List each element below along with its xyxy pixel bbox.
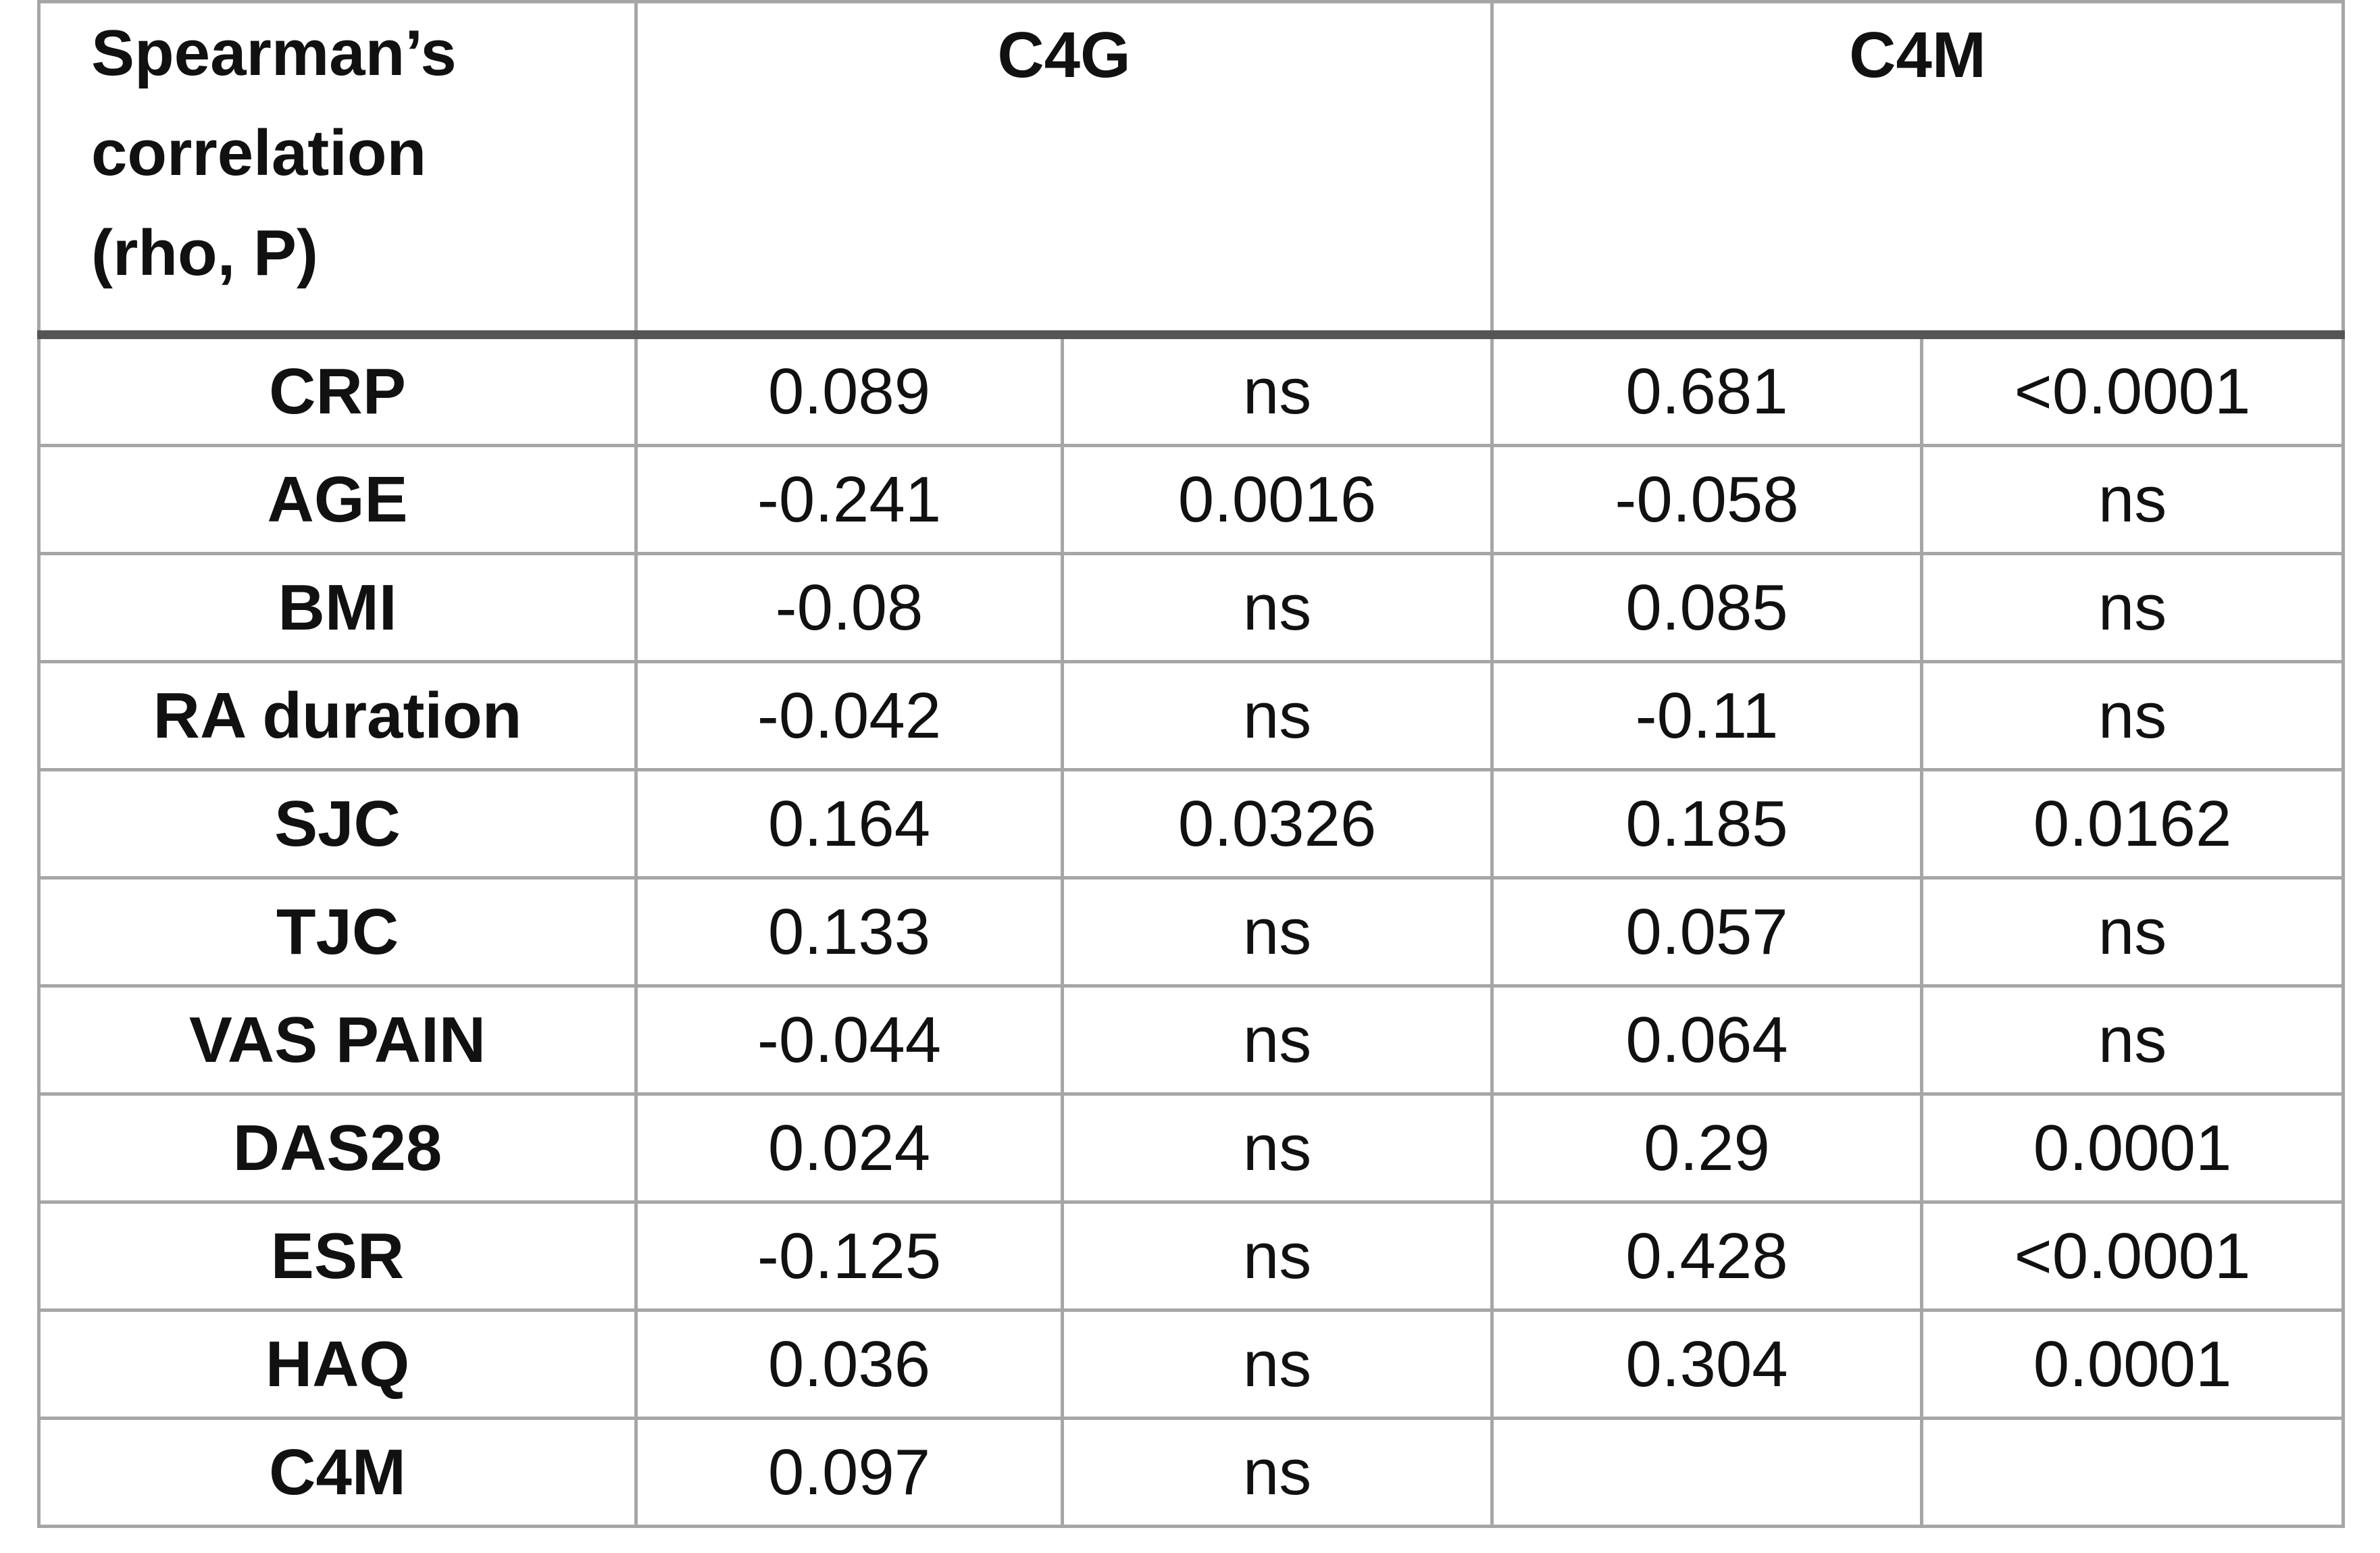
table-row: BMI -0.08 ns 0.085 ns (37, 552, 2346, 663)
table-row: AGE -0.241 0.0016 -0.058 ns (37, 444, 2346, 555)
table-header: Spearman’s correlation (rho, P) C4G C4M (37, 0, 2346, 336)
row-label: RA duration (37, 660, 638, 771)
row-label: HAQ (37, 1308, 638, 1420)
cell-value: -0.044 (634, 984, 1064, 1096)
table-row: TJC 0.133 ns 0.057 ns (37, 876, 2346, 988)
cell-value: 0.0016 (1060, 444, 1494, 555)
table-row: RA duration -0.042 ns -0.11 ns (37, 660, 2346, 771)
table-row: HAQ 0.036 ns 0.304 0.0001 (37, 1308, 2346, 1420)
cell-value: -0.241 (634, 444, 1064, 555)
cell-value: 0.304 (1490, 1308, 1924, 1420)
table-row: ESR -0.125 ns 0.428 <0.0001 (37, 1200, 2346, 1312)
row-label: ESR (37, 1200, 638, 1312)
cell-value: 0.428 (1490, 1200, 1924, 1312)
header-line: (rho, P) (91, 217, 318, 289)
table-row: SJC 0.164 0.0326 0.185 0.0162 (37, 768, 2346, 880)
row-label: BMI (37, 552, 638, 663)
cell-value: ns (1060, 1417, 1494, 1528)
cell-value: ns (1060, 1200, 1494, 1312)
cell-value: ns (1920, 444, 2346, 555)
row-label: SJC (37, 768, 638, 880)
cell-value: 0.164 (634, 768, 1064, 880)
cell-value: ns (1920, 660, 2346, 771)
cell-value: 0.089 (634, 333, 1064, 447)
row-label: TJC (37, 876, 638, 988)
header-line: correlation (91, 117, 427, 189)
cell-value: 0.0162 (1920, 768, 2346, 880)
row-label: C4M (37, 1417, 638, 1528)
cell-value: 0.0001 (1920, 1308, 2346, 1420)
header-line: Spearman’s (91, 17, 457, 89)
cell-value: 0.097 (634, 1417, 1064, 1528)
table-row: C4M 0.097 ns (37, 1417, 2346, 1528)
group-header: C4M (1490, 0, 2346, 336)
cell-value: 0.133 (634, 876, 1064, 988)
cell-value: ns (1060, 876, 1494, 988)
correlation-table: Spearman’s correlation (rho, P) C4G C4M … (37, 0, 2346, 1528)
cell-value: -0.08 (634, 552, 1064, 663)
cell-value: 0.085 (1490, 552, 1924, 663)
table-body: CRP 0.089 ns 0.681 <0.0001 AGE -0.241 0.0016 -0.… (37, 333, 2346, 1528)
cell-value: -0.058 (1490, 444, 1924, 555)
cell-value: <0.0001 (1920, 1200, 2346, 1312)
empty-cell (1920, 1417, 2346, 1528)
table-row: CRP 0.089 ns 0.681 <0.0001 (37, 333, 2346, 447)
cell-value: ns (1920, 984, 2346, 1096)
cell-value: 0.0001 (1920, 1092, 2346, 1204)
cell-value: ns (1060, 1092, 1494, 1204)
cell-value: ns (1920, 876, 2346, 988)
cell-value: 0.057 (1490, 876, 1924, 988)
row-label: CRP (37, 333, 638, 447)
header-row: Spearman’s correlation (rho, P) C4G C4M (37, 0, 2346, 336)
cell-value: 0.024 (634, 1092, 1064, 1204)
cell-value: -0.125 (634, 1200, 1064, 1312)
cell-value: 0.681 (1490, 333, 1924, 447)
table-row: VAS PAIN -0.044 ns 0.064 ns (37, 984, 2346, 1096)
cell-value: 0.036 (634, 1308, 1064, 1420)
group-header: C4G (634, 0, 1494, 336)
cell-value: ns (1920, 552, 2346, 663)
cell-value: 0.185 (1490, 768, 1924, 880)
row-label: AGE (37, 444, 638, 555)
cell-value: ns (1060, 660, 1494, 771)
cell-value: ns (1060, 333, 1494, 447)
cell-value: ns (1060, 1308, 1494, 1420)
cell-value: ns (1060, 552, 1494, 663)
cell-value: -0.11 (1490, 660, 1924, 771)
cell-value: 0.0326 (1060, 768, 1494, 880)
row-label: DAS28 (37, 1092, 638, 1204)
empty-cell (1490, 1417, 1924, 1528)
cell-value: 0.29 (1490, 1092, 1924, 1204)
cell-value: <0.0001 (1920, 333, 2346, 447)
cell-value: -0.042 (634, 660, 1064, 771)
header-label: Spearman’s correlation (rho, P) (37, 0, 638, 336)
row-label: VAS PAIN (37, 984, 638, 1096)
table-row: DAS28 0.024 ns 0.29 0.0001 (37, 1092, 2346, 1204)
cell-value: 0.064 (1490, 984, 1924, 1096)
cell-value: ns (1060, 984, 1494, 1096)
